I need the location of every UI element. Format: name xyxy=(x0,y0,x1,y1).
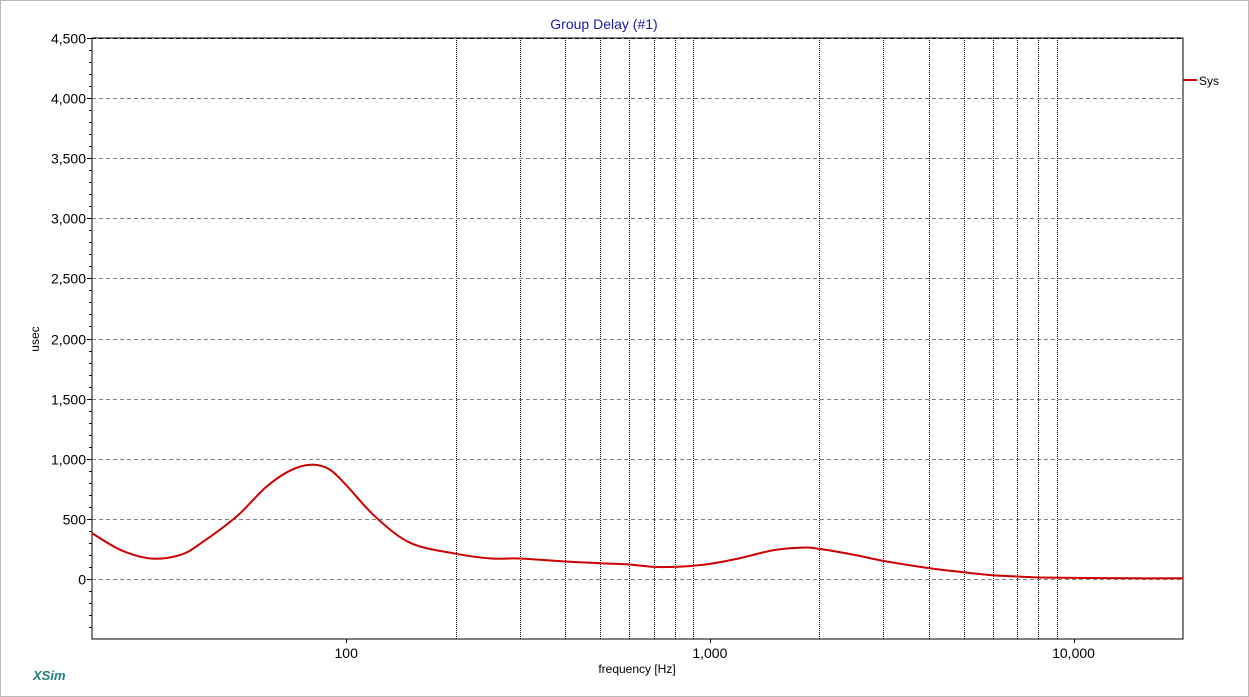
y-tick-label: 3,000 xyxy=(51,211,86,227)
x-tick-label: 1,000 xyxy=(692,645,727,661)
y-tick-label: 500 xyxy=(63,512,87,528)
y-tick-label: 2,000 xyxy=(51,332,86,348)
y-axis-ticks: 0 500 1,000 1,500 2,000 2,500 3,000 3,500 4,000 4… xyxy=(51,31,92,628)
y-tick-label: 3,500 xyxy=(51,151,86,167)
legend-label-sys: Sys xyxy=(1199,74,1219,88)
plot-area xyxy=(91,37,1184,640)
brand-logo: XSim xyxy=(32,668,66,683)
legend: Sys xyxy=(1183,74,1219,88)
y-tick-label: 2,500 xyxy=(51,271,86,287)
x-tick-label: 100 xyxy=(335,645,359,661)
series-line-sys xyxy=(91,463,1184,580)
y-tick-label: 4,500 xyxy=(51,31,86,47)
x-axis-label: frequency [Hz] xyxy=(598,662,675,676)
chart-title: Group Delay (#1) xyxy=(550,16,657,32)
x-axis-ticks: 100 1,000 10,000 xyxy=(335,639,1095,661)
x-tick-label: 10,000 xyxy=(1052,645,1095,661)
y-tick-label: 1,500 xyxy=(51,392,86,408)
vertical-gridlines xyxy=(456,38,1058,639)
y-axis-label: usec xyxy=(28,326,42,351)
y-tick-label: 0 xyxy=(78,572,86,588)
y-tick-label: 4,000 xyxy=(51,91,86,107)
y-tick-label: 1,000 xyxy=(51,452,86,468)
